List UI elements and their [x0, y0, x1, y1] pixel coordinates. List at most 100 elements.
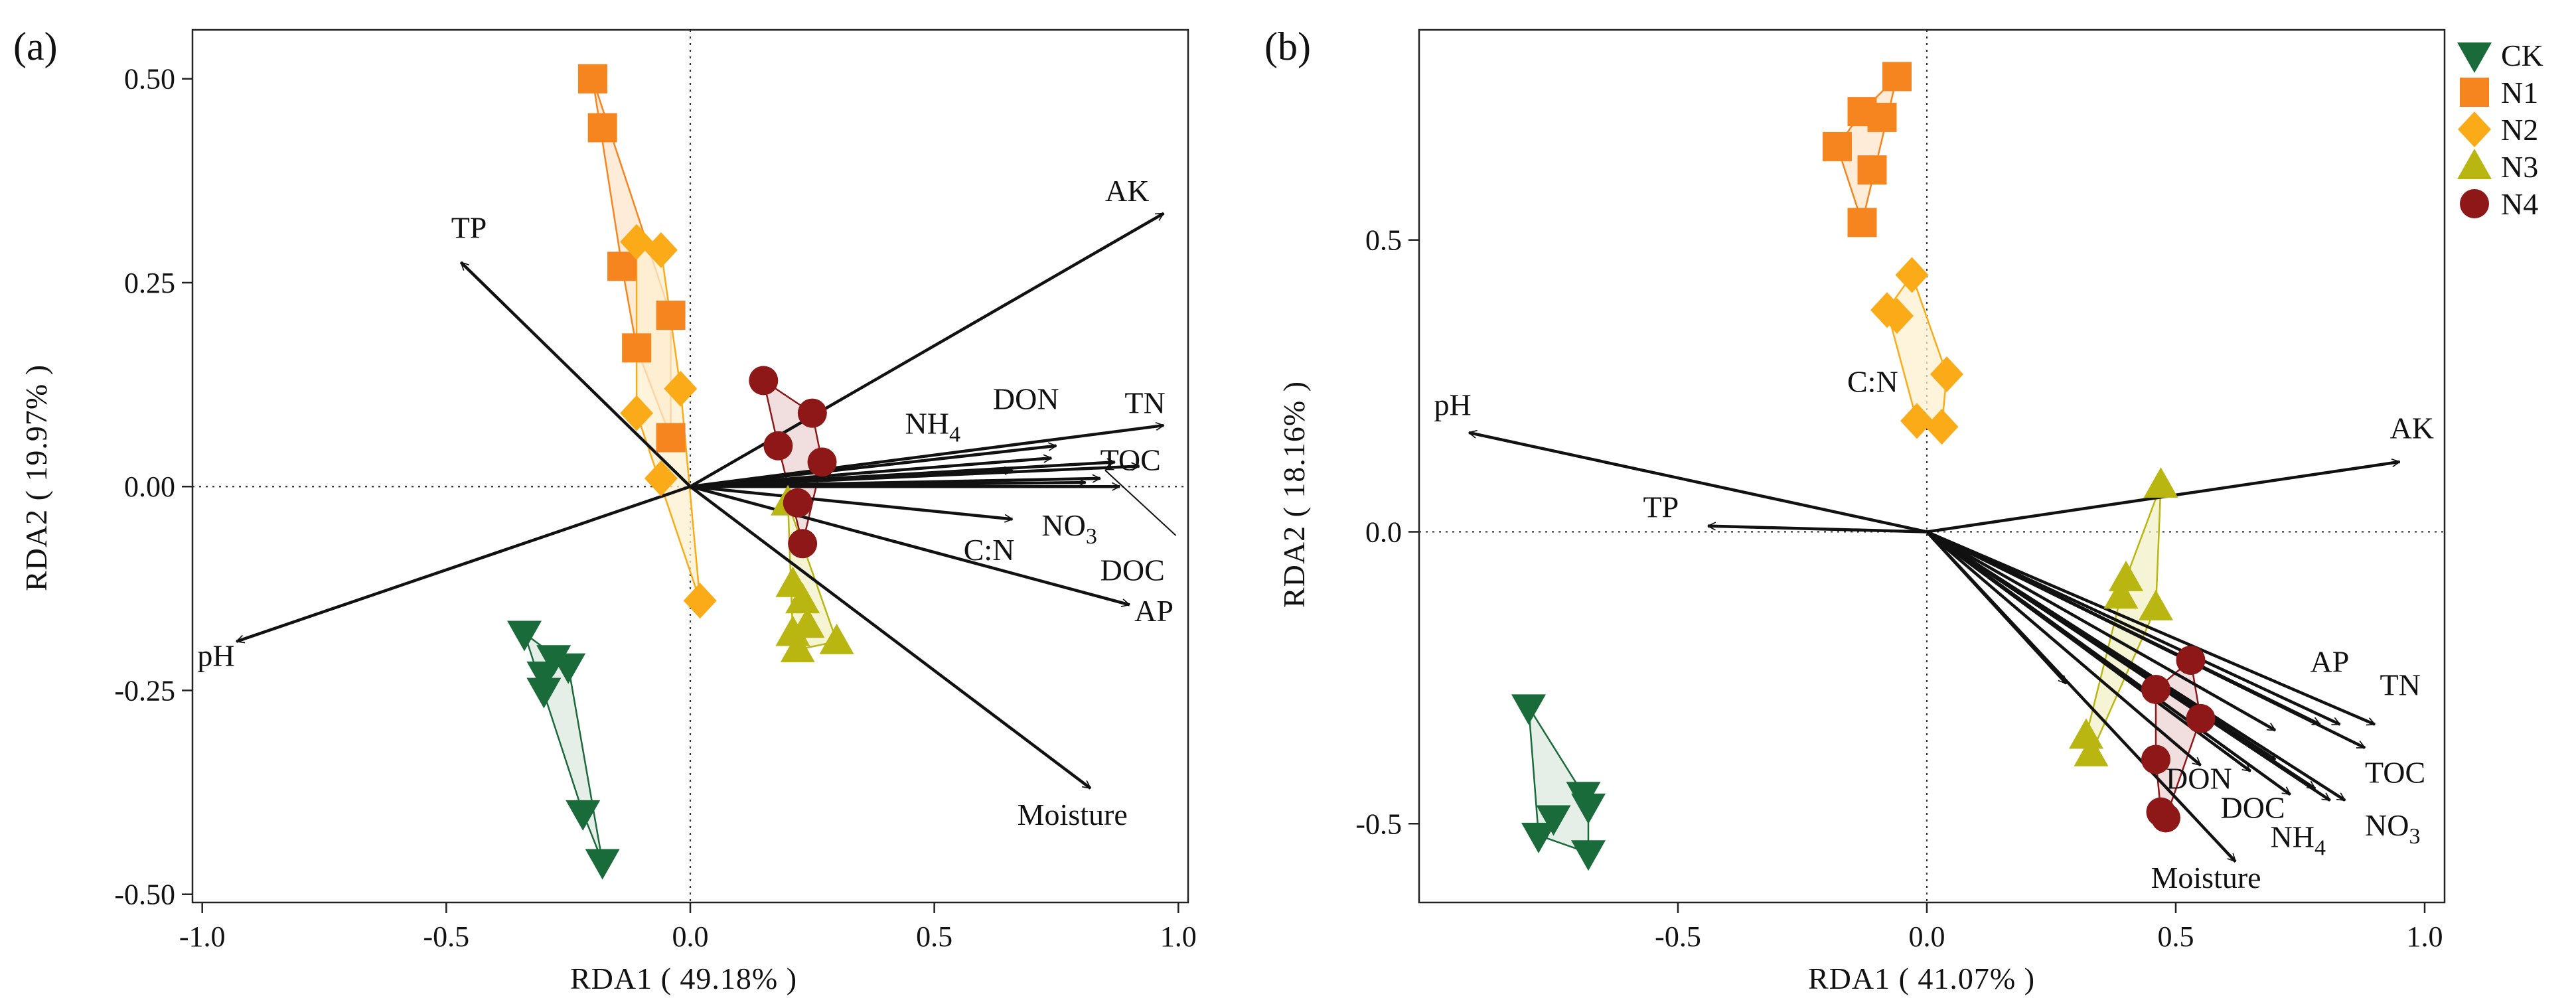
panel-a-point-n4: [749, 366, 779, 395]
panel-a-arrow-unlabeled: [690, 482, 1086, 488]
panel-a-label-ph: pH: [197, 639, 234, 673]
panel-b-point-ck: [1571, 840, 1606, 871]
panel-b-point-ck: [1536, 805, 1571, 836]
panel-a-arrow-ph: [236, 485, 691, 642]
panel-b-label-toc: TOC: [2365, 756, 2425, 790]
panel-b-point-n1: [1857, 155, 1887, 185]
panel-b-arrow-unlabeled: [1926, 530, 2320, 726]
panel-b-point-n3: [2143, 467, 2178, 498]
panel-b-point-n1: [1823, 131, 1852, 161]
panel-b-point-n1: [1847, 208, 1877, 238]
panel-a-label: (a): [13, 25, 58, 68]
panel-b-label-ap: AP: [2311, 645, 2350, 679]
panel-a-point-n2: [644, 232, 678, 268]
panel-b-x-tick-label: 0.0: [1909, 920, 1945, 953]
panel-b-arrow-ph: [1469, 433, 1928, 534]
panel-b-rda-biplot: (b) RDA1 ( 41.07% ) RDA2 ( 18.16% ) -0.5…: [1264, 25, 2446, 995]
panel-b-point-n3: [2109, 560, 2143, 591]
panel-b-x-tick-label: 0.5: [2158, 920, 2194, 953]
legend-label-n3: N3: [2501, 150, 2538, 184]
panel-b-label-tp: TP: [1643, 490, 1679, 524]
panel-b-point-n4: [2186, 703, 2216, 733]
legend-marker-ck: [2457, 42, 2492, 73]
panel-b-label-ph: pH: [1434, 388, 1472, 422]
panel-a-point-n4: [797, 398, 827, 428]
panel-b-arrow-unlabeled: [1926, 530, 2202, 767]
panel-a-point-ck: [551, 653, 586, 684]
panel-a-label-tn: TN: [1124, 386, 1165, 420]
panel-a-arrow-moisture: [689, 485, 1091, 790]
panel-b-label-moisture: Moisture: [2151, 861, 2261, 895]
panel-a-label-doc: DOC: [1100, 553, 1165, 587]
panel-b-point-n4: [2151, 803, 2180, 833]
panel-b-x-tick-label: 1.0: [2407, 920, 2443, 953]
legend-label-ck: CK: [2501, 38, 2543, 72]
panel-a-point-ck: [566, 800, 601, 831]
panel-b-x-tick-label: -0.5: [1655, 920, 1701, 953]
panel-a-x-axis-title: RDA1 ( 49.18% ): [570, 962, 797, 995]
legend-marker-n2: [2458, 111, 2491, 147]
panel-a-y-axis-title: RDA2 ( 19.97% ): [19, 364, 53, 591]
panel-b-point-ck: [1511, 694, 1546, 725]
panel-a-y-tick-label: 0.25: [124, 267, 175, 299]
panel-a-point-n2: [644, 460, 678, 496]
panel-a-point-n2: [664, 370, 698, 407]
panel-a-label-no3: NO3: [1041, 508, 1097, 549]
panel-b-label-no3: NO3: [2365, 808, 2420, 849]
panel-a-point-n3: [785, 583, 820, 614]
panel-b-point-ck: [1521, 822, 1556, 853]
panel-a-label-moisture: Moisture: [1018, 798, 1128, 831]
panel-a-point-n1: [622, 333, 652, 363]
panel-b-label-ak: AK: [2390, 411, 2434, 445]
panel-b-x-axis-title: RDA1 ( 41.07% ): [1808, 962, 2035, 995]
panel-b-point-n3: [2103, 578, 2139, 609]
panel-a-label-ak: AK: [1105, 174, 1149, 208]
panel-a-point-n1: [587, 113, 617, 143]
legend-marker-n3: [2457, 149, 2492, 179]
panel-b-point-n4: [2141, 745, 2170, 774]
panel-b-arrow-don: [1926, 530, 2275, 761]
panel-b-label-don: DON: [2166, 761, 2232, 795]
panel-a-x-tick-label: -0.5: [423, 920, 470, 953]
panel-a-point-n1: [607, 251, 637, 281]
panel-b-point-n2: [1895, 257, 1929, 293]
panel-a-point-n1: [656, 423, 686, 453]
panel-a-point-n3: [790, 607, 825, 638]
panel-b-arrow-tn: [1926, 530, 2375, 726]
panel-b-y-tick-label: 0.5: [1365, 224, 1402, 257]
panel-a-arrow-unlabeled: [690, 470, 1012, 488]
panel-b-point-n3: [2069, 718, 2103, 749]
panel-b-arrow-tp: [1708, 526, 1928, 534]
legend-marker-n4: [2460, 189, 2489, 218]
panel-a-label-tp: TP: [451, 210, 487, 244]
panel-a-y-tick-label: 0.50: [124, 63, 175, 96]
panel-a-point-n2: [620, 395, 654, 431]
panel-b-point-n2: [1900, 403, 1933, 439]
panel-a-rda-biplot: (a) RDA1 ( 49.18% ) RDA2 ( 19.97% ) -1.0…: [13, 25, 1197, 995]
panel-b-point-n3: [2139, 589, 2173, 620]
panel-a-arrow-tp: [459, 261, 692, 488]
legend-label-n2: N2: [2501, 113, 2538, 147]
panel-a-point-n4: [807, 447, 837, 477]
panel-a-x-tick-label: 0.0: [672, 920, 709, 953]
panel-a-point-ck: [585, 849, 620, 880]
panel-a-point-n3: [819, 623, 854, 654]
legend-label-n1: N1: [2501, 76, 2538, 109]
panel-b-label-nh4: NH4: [2271, 820, 2326, 860]
panel-b-y-tick-label: -0.5: [1355, 808, 1402, 840]
panel-a-label-c-n: C:N: [964, 533, 1015, 567]
panel-a-point-n1: [656, 301, 686, 330]
panel-a-x-tick-label: 0.5: [916, 920, 952, 953]
panel-b-label-c-n: C:N: [1847, 364, 1898, 398]
panel-a-label-toc: TOC: [1100, 443, 1161, 477]
panel-a-y-tick-label: -0.25: [114, 674, 175, 707]
panel-a-arrow-c-n: [690, 484, 1012, 519]
legend-label-n4: N4: [2501, 187, 2538, 221]
panel-b-point-n2: [1880, 298, 1914, 334]
panel-b-point-n1: [1867, 102, 1897, 132]
panel-a-label-nh4: NH4: [905, 406, 960, 447]
panel-b-point-n2: [1930, 356, 1963, 392]
panel-a-x-tick-label: -1.0: [179, 920, 226, 953]
